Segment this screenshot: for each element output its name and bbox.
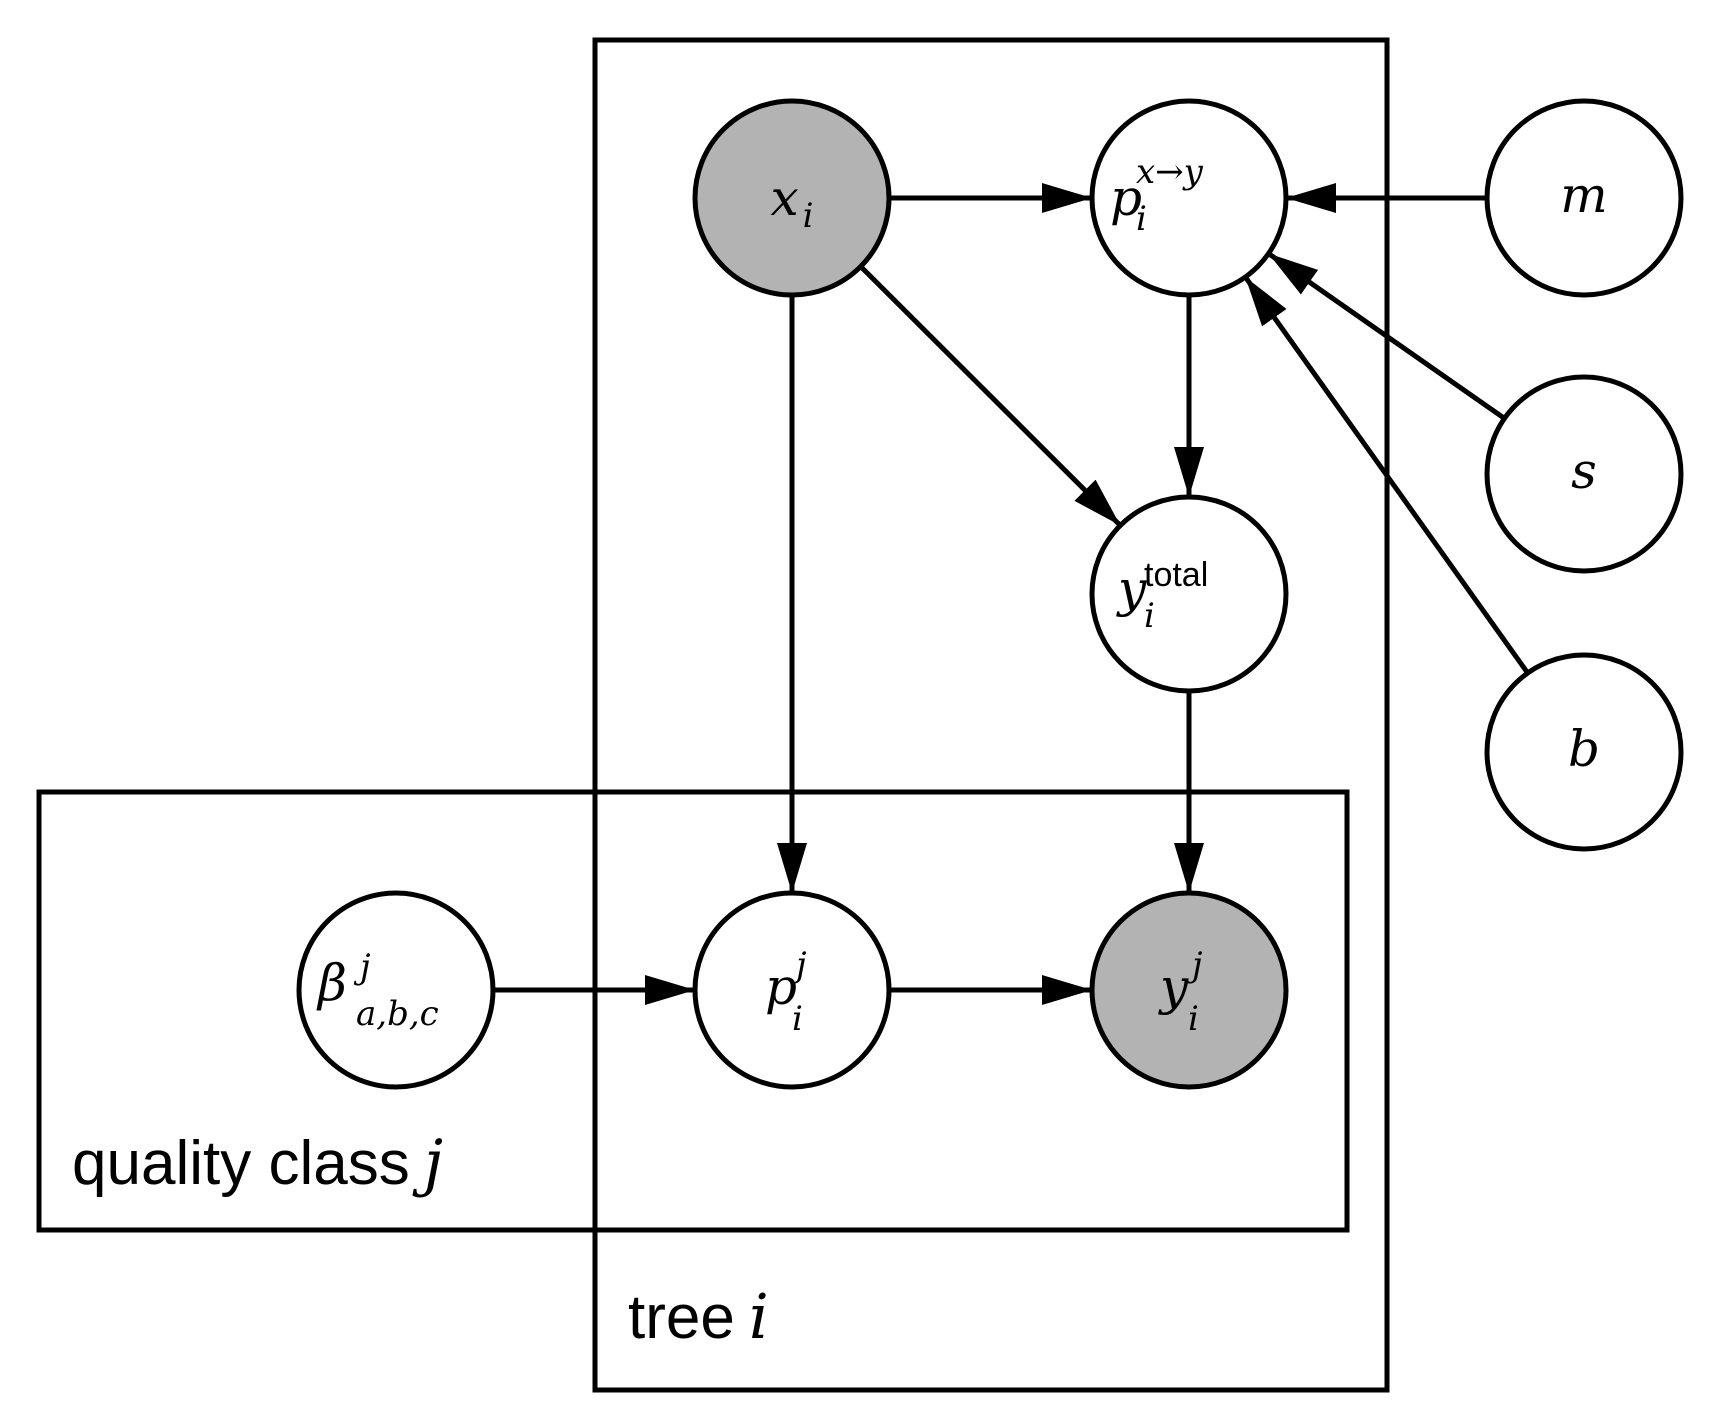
node-p-x-to-y-label: pix→y <box>1110 152 1204 239</box>
node-y-total-label: yitotal <box>1116 556 1208 636</box>
latent-node-s <box>1484 374 1684 574</box>
latent-node-p-x-to-y <box>1089 98 1289 298</box>
edge-s-to-pxy <box>1267 251 1506 421</box>
node-beta: βa,b,cj <box>296 890 496 1090</box>
edges <box>493 183 1530 1005</box>
edge-x-to-ytotal <box>858 264 1123 528</box>
node-p-i-j: p ij <box>692 890 892 1090</box>
node-y-total: yitotal <box>1089 494 1289 694</box>
observed-node-x <box>692 98 892 298</box>
tree-plate-label: tree i <box>628 1280 769 1353</box>
node-b-label: b <box>1568 720 1600 778</box>
node-p-x-to-y: pix→y <box>1089 98 1289 298</box>
node-y-i-j: yij <box>1089 890 1289 1090</box>
edge-b-to-pxy <box>1243 275 1530 675</box>
node-beta-label: βa,b,cj <box>316 947 439 1034</box>
node-s: s <box>1484 374 1684 574</box>
node-m: m <box>1484 98 1684 298</box>
node-s-label: s <box>1571 442 1597 500</box>
quality-class-plate-label: quality class j <box>72 1126 443 1199</box>
tree-plate <box>592 37 1390 1393</box>
quality-class-plate <box>36 789 1350 1233</box>
observed-node-y-i-j <box>1089 890 1289 1090</box>
latent-node-p-i-j <box>692 890 892 1090</box>
latent-node-y-total <box>1089 494 1289 694</box>
latent-node-beta <box>296 890 496 1090</box>
latent-node-b <box>1484 652 1684 852</box>
node-b: b <box>1484 652 1684 852</box>
latent-node-m <box>1484 98 1684 298</box>
node-m-label: m <box>1560 166 1607 224</box>
